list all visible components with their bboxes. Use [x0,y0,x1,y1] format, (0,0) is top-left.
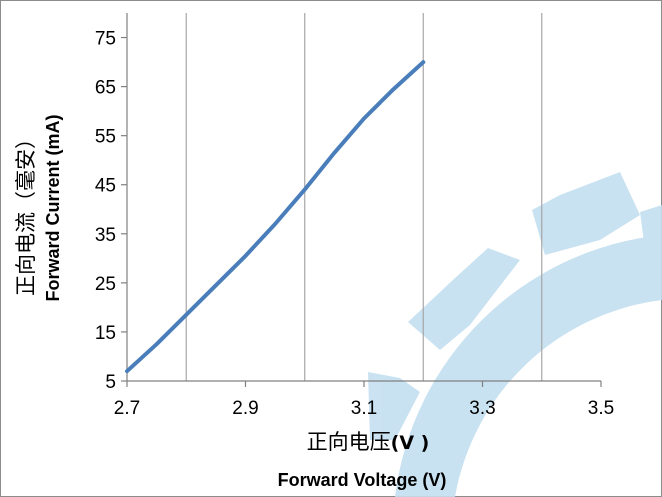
y-axis-title-en: Forward Current (mA) [43,114,63,301]
x-tick-label-2.7: 2.7 [114,398,140,419]
y-tick-label-35: 35 [95,225,116,246]
y-tick-label-25: 25 [95,274,116,295]
x-axis-title-cn-text: 正向电压 [307,430,391,454]
x-tick-label-2.9: 2.9 [232,398,258,419]
watermark-tooth-1 [408,248,520,350]
y-tick-label-65: 65 [95,78,116,99]
watermark-gear-logo [368,172,662,497]
tick-labels: 5 15 25 35 45 55 65 75 2.7 2.9 3.1 3.3 3.5 [95,29,614,419]
grid-lines [185,13,543,381]
y-tick-label-5: 5 [105,372,116,393]
y-axis-title-cn: 正向电流（毫安） [14,128,38,296]
x-tick-label-3.5: 3.5 [588,398,614,419]
y-tick-label-75: 75 [95,29,116,50]
series-line-0 [125,60,426,374]
x-axis-title-cn-unit: (V ) [391,432,430,454]
axes [121,13,602,387]
x-tick-label-3.3: 3.3 [469,398,495,419]
y-tick-label-45: 45 [95,176,116,197]
y-tick-label-55: 55 [95,127,116,148]
watermark-tooth-2 [532,172,640,255]
x-axis-title-en: Forward Voltage (V) [278,470,447,490]
x-axis-title-cn: 正向电压(V ) [307,430,430,454]
x-tick-label-3.1: 3.1 [351,398,377,419]
watermark-arc [395,235,662,497]
watermark-tooth-4 [368,372,420,440]
series-layer [125,60,426,374]
y-tick-label-15: 15 [95,323,116,344]
watermark-tooth-3 [640,205,662,250]
